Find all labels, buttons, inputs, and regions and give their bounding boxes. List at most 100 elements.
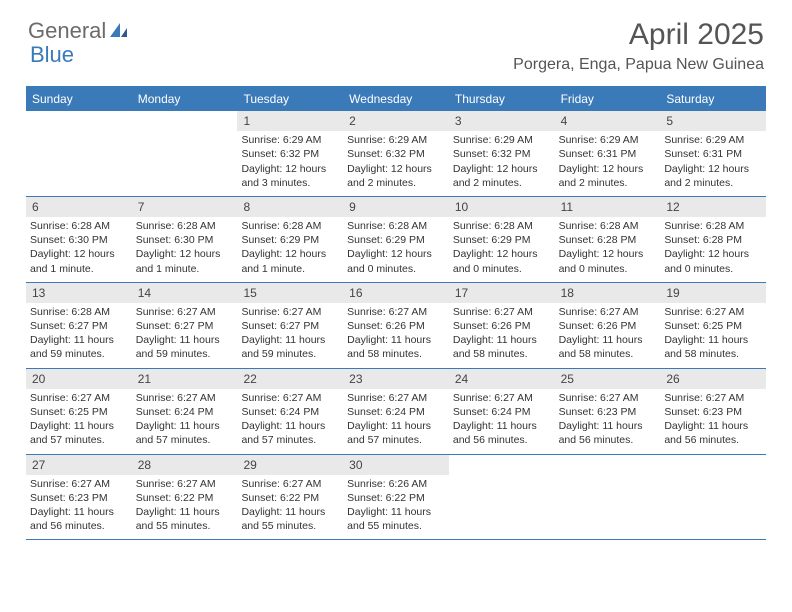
sunset-text: Sunset: 6:22 PM	[241, 491, 339, 505]
sunrise-text: Sunrise: 6:28 AM	[30, 219, 128, 233]
sunset-text: Sunset: 6:31 PM	[664, 147, 762, 161]
sunrise-text: Sunrise: 6:29 AM	[453, 133, 551, 147]
day-header-cell: Tuesday	[237, 88, 343, 111]
day-cell: 29Sunrise: 6:27 AMSunset: 6:22 PMDayligh…	[237, 455, 343, 540]
title-block: April 2025 Porgera, Enga, Papua New Guin…	[513, 18, 764, 74]
sunrise-text: Sunrise: 6:27 AM	[136, 305, 234, 319]
daylight-text: Daylight: 12 hours and 1 minute.	[241, 247, 339, 275]
daylight-text: Daylight: 11 hours and 56 minutes.	[559, 419, 657, 447]
day-number: 26	[660, 369, 766, 389]
sunset-text: Sunset: 6:27 PM	[136, 319, 234, 333]
day-number: 24	[449, 369, 555, 389]
sunrise-text: Sunrise: 6:27 AM	[241, 391, 339, 405]
day-number	[132, 111, 238, 131]
daylight-text: Daylight: 11 hours and 59 minutes.	[30, 333, 128, 361]
sunrise-text: Sunrise: 6:29 AM	[241, 133, 339, 147]
day-number: 8	[237, 197, 343, 217]
week-row: 1Sunrise: 6:29 AMSunset: 6:32 PMDaylight…	[26, 111, 766, 197]
sunrise-text: Sunrise: 6:27 AM	[559, 391, 657, 405]
sunset-text: Sunset: 6:28 PM	[559, 233, 657, 247]
daylight-text: Daylight: 11 hours and 57 minutes.	[241, 419, 339, 447]
day-cell: 30Sunrise: 6:26 AMSunset: 6:22 PMDayligh…	[343, 455, 449, 540]
day-number: 30	[343, 455, 449, 475]
daylight-text: Daylight: 12 hours and 0 minutes.	[347, 247, 445, 275]
sunset-text: Sunset: 6:29 PM	[453, 233, 551, 247]
day-number: 4	[555, 111, 661, 131]
daylight-text: Daylight: 11 hours and 58 minutes.	[347, 333, 445, 361]
sunset-text: Sunset: 6:26 PM	[453, 319, 551, 333]
sunrise-text: Sunrise: 6:27 AM	[30, 477, 128, 491]
day-cell: 17Sunrise: 6:27 AMSunset: 6:26 PMDayligh…	[449, 283, 555, 368]
day-number: 29	[237, 455, 343, 475]
daylight-text: Daylight: 11 hours and 57 minutes.	[347, 419, 445, 447]
day-number: 3	[449, 111, 555, 131]
day-cell: 9Sunrise: 6:28 AMSunset: 6:29 PMDaylight…	[343, 197, 449, 282]
daylight-text: Daylight: 12 hours and 0 minutes.	[664, 247, 762, 275]
week-row: 27Sunrise: 6:27 AMSunset: 6:23 PMDayligh…	[26, 455, 766, 541]
day-number	[449, 455, 555, 475]
daylight-text: Daylight: 11 hours and 56 minutes.	[664, 419, 762, 447]
sunrise-text: Sunrise: 6:27 AM	[136, 391, 234, 405]
sunset-text: Sunset: 6:25 PM	[664, 319, 762, 333]
day-number: 2	[343, 111, 449, 131]
sunset-text: Sunset: 6:32 PM	[347, 147, 445, 161]
sunrise-text: Sunrise: 6:27 AM	[241, 305, 339, 319]
day-cell: 1Sunrise: 6:29 AMSunset: 6:32 PMDaylight…	[237, 111, 343, 196]
daylight-text: Daylight: 11 hours and 57 minutes.	[30, 419, 128, 447]
day-cell: 28Sunrise: 6:27 AMSunset: 6:22 PMDayligh…	[132, 455, 238, 540]
sunset-text: Sunset: 6:29 PM	[241, 233, 339, 247]
day-cell: 20Sunrise: 6:27 AMSunset: 6:25 PMDayligh…	[26, 369, 132, 454]
day-cell: 7 Sunrise: 6:28 AMSunset: 6:30 PMDaylight…	[132, 197, 238, 282]
daylight-text: Daylight: 12 hours and 3 minutes.	[241, 162, 339, 190]
day-header-cell: Saturday	[660, 88, 766, 111]
sunset-text: Sunset: 6:30 PM	[136, 233, 234, 247]
sunset-text: Sunset: 6:31 PM	[559, 147, 657, 161]
day-number: 16	[343, 283, 449, 303]
daylight-text: Daylight: 11 hours and 57 minutes.	[136, 419, 234, 447]
week-row: 6Sunrise: 6:28 AMSunset: 6:30 PMDaylight…	[26, 197, 766, 283]
sunrise-text: Sunrise: 6:27 AM	[559, 305, 657, 319]
sunset-text: Sunset: 6:30 PM	[30, 233, 128, 247]
day-cell	[449, 455, 555, 540]
day-cell: 25Sunrise: 6:27 AMSunset: 6:23 PMDayligh…	[555, 369, 661, 454]
day-cell: 8Sunrise: 6:28 AMSunset: 6:29 PMDaylight…	[237, 197, 343, 282]
daylight-text: Daylight: 11 hours and 55 minutes.	[347, 505, 445, 533]
day-number: 14	[132, 283, 238, 303]
day-header-cell: Wednesday	[343, 88, 449, 111]
sunset-text: Sunset: 6:29 PM	[347, 233, 445, 247]
sunset-text: Sunset: 6:23 PM	[664, 405, 762, 419]
day-number: 21	[132, 369, 238, 389]
day-cell: 6Sunrise: 6:28 AMSunset: 6:30 PMDaylight…	[26, 197, 132, 282]
day-cell: 24Sunrise: 6:27 AMSunset: 6:24 PMDayligh…	[449, 369, 555, 454]
day-header-cell: Sunday	[26, 88, 132, 111]
day-number: 17	[449, 283, 555, 303]
day-cell: 12Sunrise: 6:28 AMSunset: 6:28 PMDayligh…	[660, 197, 766, 282]
day-number: 11	[555, 197, 661, 217]
day-cell: 18Sunrise: 6:27 AMSunset: 6:26 PMDayligh…	[555, 283, 661, 368]
day-cell: 2Sunrise: 6:29 AMSunset: 6:32 PMDaylight…	[343, 111, 449, 196]
sunrise-text: Sunrise: 6:28 AM	[136, 219, 234, 233]
day-number: 1	[237, 111, 343, 131]
day-number: 13	[26, 283, 132, 303]
day-number: 18	[555, 283, 661, 303]
sunset-text: Sunset: 6:27 PM	[241, 319, 339, 333]
day-number: 20	[26, 369, 132, 389]
daylight-text: Daylight: 11 hours and 55 minutes.	[136, 505, 234, 533]
week-row: 20Sunrise: 6:27 AMSunset: 6:25 PMDayligh…	[26, 369, 766, 455]
sunrise-text: Sunrise: 6:28 AM	[559, 219, 657, 233]
day-cell: 13Sunrise: 6:28 AMSunset: 6:27 PMDayligh…	[26, 283, 132, 368]
daylight-text: Daylight: 12 hours and 1 minute.	[136, 247, 234, 275]
logo: General	[28, 18, 129, 44]
day-cell: 3Sunrise: 6:29 AMSunset: 6:32 PMDaylight…	[449, 111, 555, 196]
daylight-text: Daylight: 11 hours and 58 minutes.	[559, 333, 657, 361]
day-header-cell: Thursday	[449, 88, 555, 111]
page-title: April 2025	[513, 18, 764, 52]
sunrise-text: Sunrise: 6:29 AM	[347, 133, 445, 147]
sunset-text: Sunset: 6:24 PM	[347, 405, 445, 419]
sunset-text: Sunset: 6:22 PM	[347, 491, 445, 505]
day-cell	[132, 111, 238, 196]
day-cell: 19Sunrise: 6:27 AMSunset: 6:25 PMDayligh…	[660, 283, 766, 368]
day-number: 7	[132, 197, 238, 217]
daylight-text: Daylight: 11 hours and 59 minutes.	[136, 333, 234, 361]
day-cell: 23Sunrise: 6:27 AMSunset: 6:24 PMDayligh…	[343, 369, 449, 454]
